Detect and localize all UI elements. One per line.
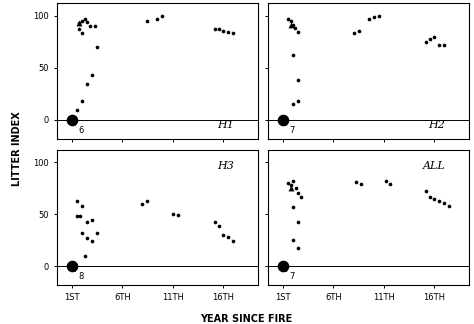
Point: [287, 186, 295, 191]
Point: [426, 194, 434, 199]
Point: [88, 239, 96, 244]
Point: [375, 13, 383, 18]
Point: [215, 223, 223, 228]
Point: [91, 24, 99, 29]
Point: [83, 219, 91, 224]
Point: [88, 73, 96, 78]
Text: ALL: ALL: [422, 161, 445, 171]
Point: [93, 44, 101, 50]
Point: [229, 31, 237, 36]
Point: [211, 27, 219, 32]
Point: [174, 213, 182, 218]
Point: [284, 16, 292, 21]
Point: [446, 203, 453, 208]
Point: [290, 102, 297, 107]
Point: [93, 230, 101, 236]
Point: [73, 198, 81, 203]
Point: [440, 42, 448, 48]
Point: [290, 204, 297, 210]
Point: [83, 81, 91, 86]
Point: [294, 191, 302, 196]
Text: 7: 7: [289, 126, 295, 135]
Point: [290, 53, 297, 58]
Point: [365, 16, 373, 21]
Point: [292, 26, 299, 31]
Point: [86, 24, 94, 29]
Point: [73, 214, 81, 219]
Point: [435, 42, 443, 48]
Point: [290, 178, 297, 183]
Point: [78, 203, 86, 208]
Point: [83, 19, 91, 25]
Point: [219, 233, 227, 238]
Text: H2: H2: [428, 120, 445, 130]
Point: [440, 200, 448, 205]
Point: [357, 181, 365, 187]
Point: [284, 180, 292, 186]
Point: [211, 219, 219, 224]
Point: [68, 264, 76, 269]
Text: 8: 8: [78, 272, 83, 281]
Point: [215, 27, 223, 32]
Point: [435, 198, 443, 203]
Text: H1: H1: [217, 120, 234, 130]
Point: [76, 214, 84, 219]
Point: [298, 194, 305, 199]
Text: H3: H3: [217, 161, 234, 171]
Point: [169, 212, 176, 217]
Text: YEAR SINCE FIRE: YEAR SINCE FIRE: [201, 314, 292, 324]
Point: [279, 117, 287, 122]
Point: [290, 23, 297, 28]
Point: [75, 27, 83, 32]
Point: [422, 39, 430, 44]
Point: [83, 236, 91, 241]
Point: [287, 18, 295, 24]
Point: [430, 196, 438, 201]
Point: [229, 239, 237, 244]
Point: [430, 34, 438, 39]
Point: [78, 230, 86, 236]
Point: [294, 219, 302, 224]
Point: [144, 198, 151, 203]
Text: 7: 7: [289, 272, 295, 281]
Point: [294, 98, 302, 104]
Point: [292, 186, 300, 191]
Point: [81, 253, 89, 259]
Point: [287, 182, 295, 188]
Point: [426, 36, 434, 41]
Point: [138, 201, 146, 206]
Point: [78, 18, 86, 24]
Point: [352, 179, 359, 184]
Point: [370, 14, 377, 19]
Point: [219, 29, 227, 34]
Point: [224, 235, 232, 240]
Point: [422, 189, 430, 194]
Point: [224, 30, 232, 35]
Point: [154, 16, 161, 21]
Point: [78, 98, 86, 104]
Point: [75, 20, 83, 26]
Point: [382, 178, 390, 183]
Text: LITTER INDEX: LITTER INDEX: [12, 112, 22, 186]
Point: [355, 29, 363, 34]
Point: [279, 264, 287, 269]
Point: [81, 16, 89, 21]
Point: [144, 18, 151, 24]
Point: [386, 181, 393, 187]
Point: [75, 20, 83, 26]
Point: [78, 31, 86, 36]
Point: [294, 30, 302, 35]
Point: [73, 107, 81, 112]
Point: [88, 218, 96, 223]
Text: 6: 6: [78, 126, 83, 135]
Point: [294, 245, 302, 250]
Point: [287, 23, 295, 28]
Point: [159, 13, 166, 18]
Point: [350, 31, 357, 36]
Point: [68, 117, 76, 122]
Point: [294, 78, 302, 83]
Point: [290, 238, 297, 243]
